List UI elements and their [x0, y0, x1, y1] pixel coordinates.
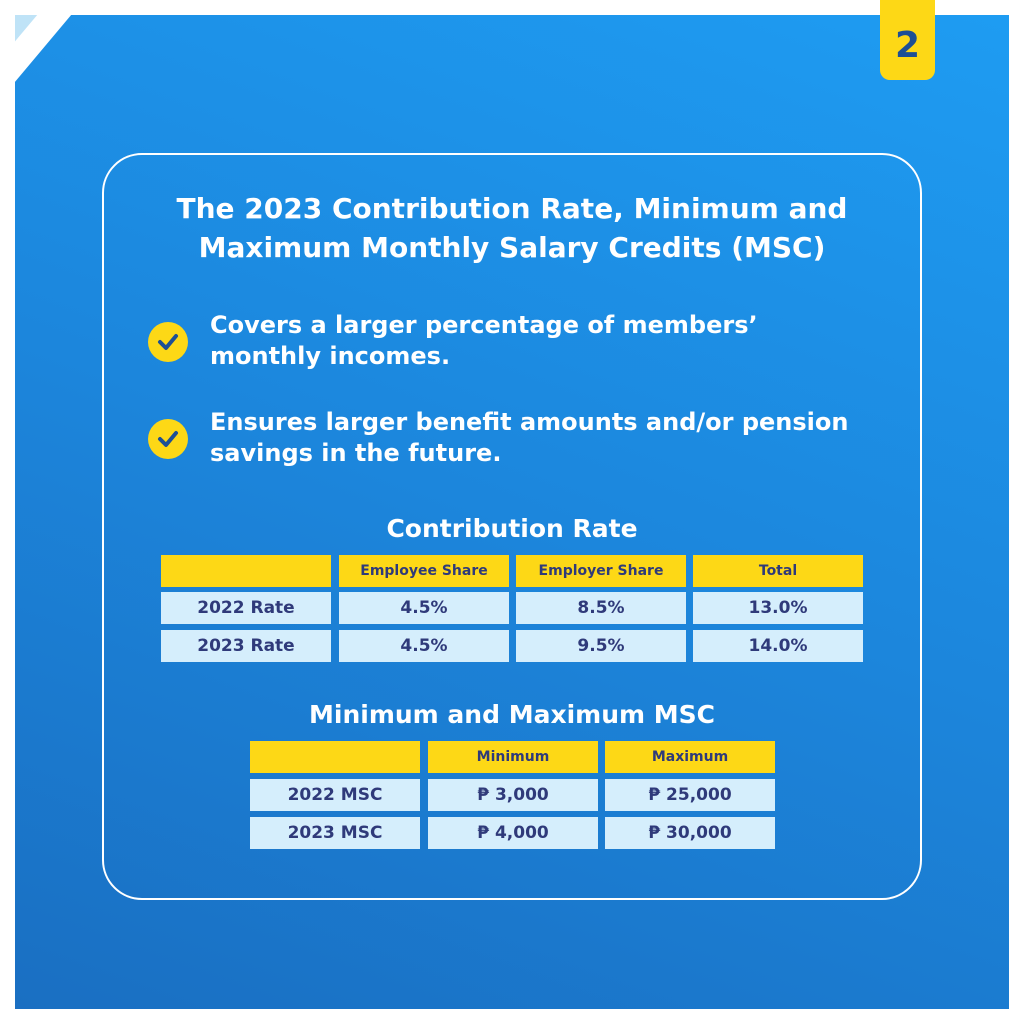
table-cell: 9.5% — [516, 630, 686, 662]
table-cell: ₱ 3,000 — [428, 779, 598, 811]
table-cell: 4.5% — [339, 592, 509, 624]
content-card — [102, 153, 922, 900]
bullet-item: Covers a larger percentage of members’ mo… — [148, 310, 870, 372]
table-cell: ₱ 25,000 — [605, 779, 775, 811]
contribution-rate-heading: Contribution Rate — [386, 514, 638, 543]
page-number-badge: 2 — [880, 0, 935, 80]
table-cell: 8.5% — [516, 592, 686, 624]
table-header-cell — [250, 741, 420, 773]
row-label-cell: 2022 Rate — [161, 592, 331, 624]
table-header-cell: Employee Share — [339, 555, 509, 587]
title-line-2: Maximum Monthly Salary Credits (MSC) — [198, 231, 826, 264]
table-cell: ₱ 30,000 — [605, 817, 775, 849]
row-label-cell: 2023 MSC — [250, 817, 420, 849]
bullet-item: Ensures larger benefit amounts and/or pe… — [148, 407, 870, 469]
table-cell: ₱ 4,000 — [428, 817, 598, 849]
check-circle-icon — [148, 322, 188, 362]
table-cell: 13.0% — [693, 592, 863, 624]
table-cell: 4.5% — [339, 630, 509, 662]
table-header-cell: Total — [693, 555, 863, 587]
table-header-cell: Minimum — [428, 741, 598, 773]
bullet-text: Ensures larger benefit amounts and/or pe… — [210, 408, 849, 436]
bullet-text: Covers a larger percentage of members’ — [210, 311, 758, 339]
row-label-cell: 2023 Rate — [161, 630, 331, 662]
table-cell: 14.0% — [693, 630, 863, 662]
bullet-text: monthly incomes. — [210, 342, 451, 370]
table-header-cell: Employer Share — [516, 555, 686, 587]
check-circle-icon — [148, 419, 188, 459]
title-line-1: The 2023 Contribution Rate, Minimum and — [176, 192, 848, 225]
table-header-cell: Maximum — [605, 741, 775, 773]
msc-heading: Minimum and Maximum MSC — [309, 700, 715, 729]
table-header-cell — [161, 555, 331, 587]
bullet-text: savings in the future. — [210, 439, 502, 467]
row-label-cell: 2022 MSC — [250, 779, 420, 811]
